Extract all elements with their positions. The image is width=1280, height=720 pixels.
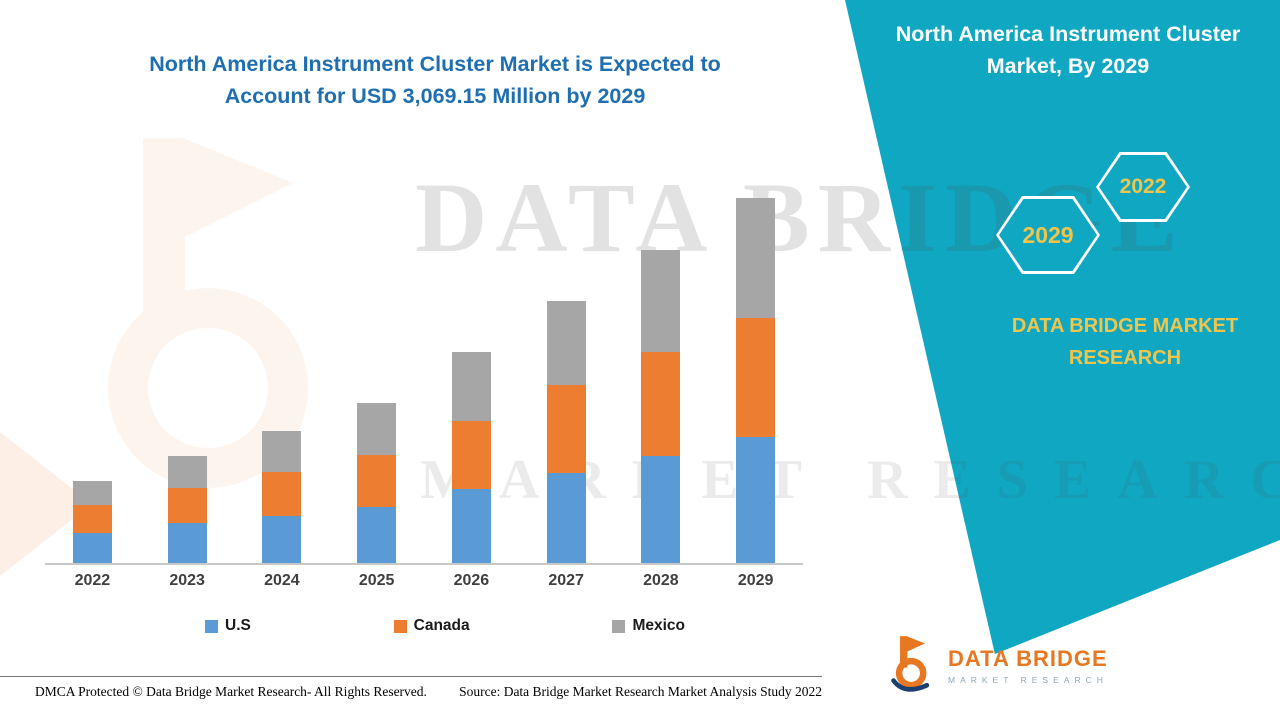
legend-swatch (393, 619, 407, 633)
bar-2029 (736, 198, 776, 563)
chart-bars (45, 196, 803, 563)
bar-segment-mexico (262, 431, 302, 472)
x-label-2028: 2028 (643, 572, 679, 589)
chart-legend: U.S Canada Mexico (205, 617, 685, 635)
bar-segment-canada (736, 318, 776, 437)
bar-segment-mexico (167, 456, 207, 488)
brand-text: DATA BRIDGE MARKET RESEARCH (1011, 315, 1239, 369)
data-bridge-logo-icon (888, 633, 938, 698)
legend-swatch (612, 619, 626, 633)
bar-2024 (262, 431, 302, 563)
source-text: Source: Data Bridge Market Research Mark… (459, 684, 822, 699)
x-label-2026: 2026 (453, 572, 490, 589)
bar-segment-mexico (451, 352, 491, 421)
bar-2027 (546, 301, 586, 563)
bar-2023 (167, 456, 207, 563)
legend-label: Mexico (632, 617, 685, 634)
bar-segment-us (736, 437, 776, 563)
bar-segment-us (262, 516, 302, 563)
bar-2025 (357, 403, 397, 563)
footer-logo: DATA BRIDGE MARKET RESEARCH (888, 633, 1108, 698)
hexagon-label-2022: 2022 (1119, 175, 1167, 198)
bar-segment-us (167, 523, 207, 563)
bar-2022 (72, 481, 112, 563)
legend-label: U.S (225, 617, 251, 634)
bar-segment-mexico (72, 481, 112, 506)
bar-segment-us (641, 456, 681, 563)
x-label-2022: 2022 (74, 572, 111, 589)
legend-item-mexico: Mexico (612, 617, 685, 635)
chart-title: North America Instrument Cluster Market … (149, 52, 721, 109)
bar-segment-us (72, 533, 112, 563)
logo-tagline: MARKET RESEARCH (948, 675, 1108, 685)
legend-item-us: U.S (205, 617, 251, 635)
x-label-2025: 2025 (358, 572, 395, 589)
footer: DMCA Protected © Data Bridge Market Rese… (0, 676, 822, 700)
dmca-text: DMCA Protected © Data Bridge Market Rese… (35, 684, 427, 699)
bar-segment-canada (546, 385, 586, 473)
bar-segment-mexico (357, 403, 397, 455)
x-label-2027: 2027 (548, 572, 584, 589)
bar-2028 (641, 250, 681, 563)
bar-segment-canada (641, 352, 681, 456)
bar-segment-mexico (641, 250, 681, 352)
right-panel-title: North America Instrument Cluster Market,… (895, 22, 1241, 79)
bar-segment-us (357, 507, 397, 563)
bar-segment-canada (357, 455, 397, 507)
bar-segment-us (546, 473, 586, 563)
bar-segment-mexico (546, 301, 586, 385)
bar-segment-canada (167, 488, 207, 523)
x-axis-labels: 2022 2023 2024 2025 2026 2027 2028 2029 (45, 572, 803, 590)
bar-2026 (451, 352, 491, 563)
x-label-2024: 2024 (264, 572, 300, 589)
bar-segment-canada (451, 421, 491, 489)
chart-area (45, 196, 803, 565)
x-label-2023: 2023 (169, 572, 205, 589)
bar-segment-us (451, 489, 491, 563)
hexagon-badge-2029: 2029 (996, 196, 1100, 274)
logo-name: DATA BRIDGE (948, 646, 1108, 671)
legend-swatch (205, 619, 218, 633)
bar-segment-canada (72, 505, 112, 533)
bar-segment-mexico (736, 198, 776, 319)
watermark-logo-icon (88, 138, 348, 493)
hexagon-label-2029: 2029 (1022, 221, 1074, 248)
bar-segment-canada (262, 472, 302, 516)
legend-label: Canada (413, 617, 470, 634)
legend-item-canada: Canada (393, 617, 470, 635)
x-label-2029: 2029 (737, 572, 774, 589)
